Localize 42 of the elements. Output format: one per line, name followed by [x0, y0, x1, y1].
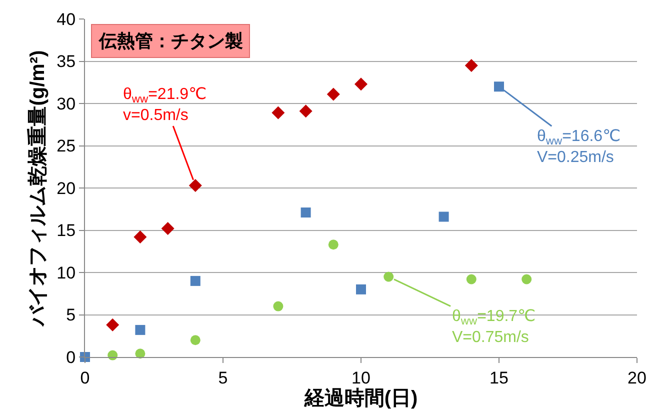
y-tick-label: 40	[56, 10, 76, 29]
y-axis-title: バイオフィルム乾燥重量(g/m²)	[26, 50, 50, 327]
point	[134, 230, 147, 244]
point	[135, 348, 146, 359]
point	[466, 274, 476, 284]
annotation: θ$_{ww}$=16.6℃ V=0.25m/s	[537, 128, 621, 166]
annotation: 伝熱管：チタン製	[98, 31, 243, 51]
y-tick-label: 10	[56, 263, 76, 282]
x-tick-label: 0	[80, 368, 90, 388]
point	[438, 212, 449, 222]
point	[299, 104, 312, 118]
y-tick-label: 25	[56, 136, 76, 156]
annotation: θ$_{ww}$=21.9℃ v=0.5m/s	[123, 86, 207, 124]
y-tick-label: 30	[56, 94, 76, 114]
point	[464, 58, 478, 72]
point	[522, 274, 532, 284]
x-tick-label: 5	[218, 368, 228, 388]
point	[190, 335, 200, 346]
point	[161, 222, 174, 236]
point	[190, 276, 200, 286]
x-tick-label: 10	[352, 368, 370, 388]
point	[272, 106, 285, 120]
annotation: θ$_{ww}$=19.7℃ V=0.75m/s	[452, 308, 536, 346]
y-tick-label: 35	[56, 52, 76, 72]
point	[328, 240, 338, 250]
x-axis-title: 経過時間(日)	[303, 387, 418, 410]
point	[106, 318, 120, 332]
point	[135, 324, 146, 335]
x-tick-label: 20	[628, 368, 646, 388]
point	[273, 301, 284, 312]
y-tick-label: 5	[66, 306, 76, 325]
point	[188, 178, 202, 192]
point	[300, 208, 311, 218]
point	[356, 284, 366, 294]
y-tick-label: 20	[56, 178, 76, 198]
y-tick-label: 0	[66, 348, 76, 367]
point	[494, 82, 504, 92]
point	[326, 88, 340, 101]
point	[384, 272, 394, 282]
y-tick-label: 15	[56, 221, 76, 240]
x-tick-label: 15	[490, 368, 508, 388]
point	[354, 78, 368, 91]
